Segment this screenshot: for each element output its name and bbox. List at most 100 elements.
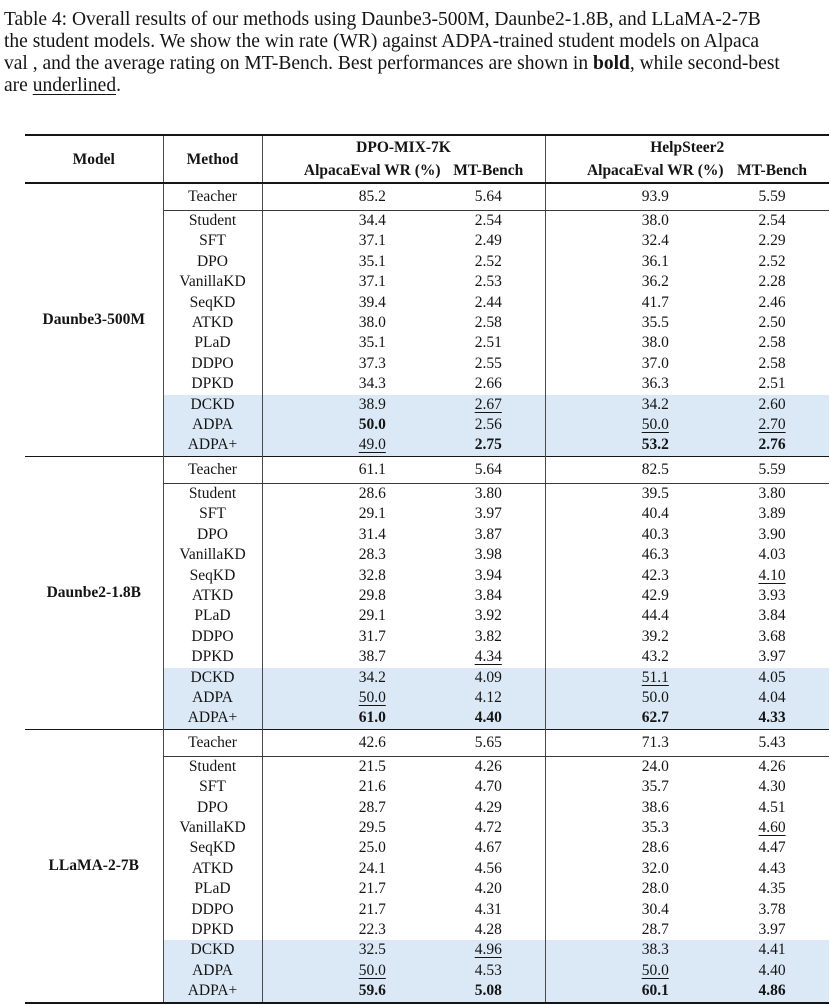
value-cell: 2.52 xyxy=(758,252,786,270)
value-cell: 3.87 xyxy=(474,525,502,543)
value-cell: 3.92 xyxy=(474,607,502,625)
value-cell: 4.53 xyxy=(452,960,546,982)
header-group-dpo-mix-7k: DPO-MIX-7K xyxy=(261,135,546,159)
value-cell: 4.05 xyxy=(735,667,830,688)
caption-underlined-word: underlined xyxy=(32,75,117,96)
value-cell: 42.3 xyxy=(544,565,736,586)
method-row: SeqKD 25.0 4.67 28.6 4.47 xyxy=(25,838,829,859)
value-cell: 2.28 xyxy=(758,273,786,291)
method-cell: DPKD xyxy=(162,920,262,941)
value-cell: 35.3 xyxy=(544,817,736,839)
value-cell: 62.7 xyxy=(544,708,736,730)
value-cell: 2.52 xyxy=(474,252,502,270)
value-cell: 30.4 xyxy=(544,899,736,920)
value-cell: 28.6 xyxy=(544,838,736,859)
value-cell: 4.41 xyxy=(735,940,830,961)
caption-line-3-text: val , and the average rating on MT-Bench… xyxy=(4,53,593,74)
value-cell: 36.3 xyxy=(544,374,736,395)
method-row: ATKD 29.8 3.84 42.9 3.93 xyxy=(25,585,829,607)
value-cell: 32.8 xyxy=(261,565,452,586)
method-cell: ATKD xyxy=(162,585,262,607)
caption-line-1: Table 4: Overall results of our methods … xyxy=(4,9,761,30)
model-label: LLaMA-2-7B xyxy=(25,728,163,1003)
value-cell: 21.7 xyxy=(261,879,452,900)
value-cell: 3.89 xyxy=(758,505,786,523)
value-cell: 3.82 xyxy=(474,627,502,645)
value-cell: 4.60 xyxy=(758,818,786,836)
header-group-row: Model Method DPO-MIX-7K HelpSteer2 xyxy=(25,135,830,184)
method-row: SFT 29.1 3.97 40.4 3.89 xyxy=(25,504,829,525)
value-cell: 25.0 xyxy=(261,838,452,859)
value-cell: 4.72 xyxy=(474,818,502,836)
value-cell: 2.76 xyxy=(735,435,830,457)
method-cell: SeqKD xyxy=(162,292,262,314)
value-cell: 2.56 xyxy=(452,415,546,436)
method-cell: ADPA+ xyxy=(162,981,262,1003)
value-cell: 4.31 xyxy=(474,900,502,918)
method-row: DPO 31.4 3.87 40.3 3.90 xyxy=(25,524,829,546)
teacher-value-cell: 5.59 xyxy=(735,183,830,211)
value-cell: 28.7 xyxy=(544,920,736,941)
teacher-row: Daunbe2-1.8B Teacher 61.1 5.64 82.5 5.59 xyxy=(25,455,830,730)
method-cell: DPO xyxy=(162,524,262,546)
value-cell: 28.3 xyxy=(261,545,452,566)
header-model: Model xyxy=(25,135,163,184)
value-cell: 4.20 xyxy=(474,880,502,898)
value-cell: 38.6 xyxy=(544,797,736,818)
value-cell: 39.2 xyxy=(544,626,736,648)
value-cell: 4.40 xyxy=(735,960,830,982)
value-cell: 34.3 xyxy=(261,374,452,395)
value-cell: 4.86 xyxy=(735,981,830,1003)
value-cell: 21.5 xyxy=(261,756,452,778)
method-row: ATKD 38.0 2.58 35.5 2.50 xyxy=(25,313,829,334)
method-row: DPO 35.1 2.52 36.1 2.52 xyxy=(25,251,829,273)
value-cell: 2.66 xyxy=(474,375,502,393)
method-cell: DCKD xyxy=(162,667,262,688)
teacher-method-cell: Teacher xyxy=(162,455,262,484)
value-cell: 32.5 xyxy=(261,940,452,961)
value-cell: 28.6 xyxy=(261,483,452,505)
highlight-row: DCKD 38.9 2.67 34.2 2.60 xyxy=(25,394,830,416)
teacher-row: LLaMA-2-7B Teacher 42.6 5.65 71.3 5.43 xyxy=(25,728,830,1003)
value-cell: 50.0 xyxy=(544,960,736,982)
value-cell: 36.2 xyxy=(544,272,736,293)
caption-line-3-tail: , while second-best xyxy=(629,53,780,74)
value-cell: 24.0 xyxy=(544,756,736,778)
value-cell: 38.9 xyxy=(261,394,452,416)
value-cell: 38.0 xyxy=(261,313,452,334)
value-cell: 42.9 xyxy=(544,585,736,607)
value-cell: 3.97 xyxy=(474,505,502,523)
value-cell: 40.3 xyxy=(544,524,736,546)
highlight-row: ADPA+ 49.0 2.75 53.2 2.76 xyxy=(25,435,830,457)
value-cell: 5.08 xyxy=(452,981,546,1003)
method-cell: DPO xyxy=(162,797,262,818)
value-cell: 2.67 xyxy=(452,394,546,416)
method-cell: ADPA xyxy=(162,687,262,709)
value-cell: 3.68 xyxy=(758,627,786,645)
value-cell: 3.98 xyxy=(474,546,502,564)
header-subcol-row: AlpacaEval WR (%) MT-Bench AlpacaEval WR… xyxy=(25,159,830,184)
value-cell: 44.4 xyxy=(544,606,736,627)
value-cell: 39.4 xyxy=(261,292,452,314)
value-cell: 2.51 xyxy=(758,375,786,393)
value-cell: 34.2 xyxy=(544,394,736,416)
method-cell: SeqKD xyxy=(162,838,262,859)
value-cell: 35.1 xyxy=(261,333,452,354)
value-cell: 50.0 xyxy=(544,687,736,709)
method-row: SeqKD 39.4 2.44 41.7 2.46 xyxy=(25,292,829,314)
value-cell: 4.67 xyxy=(474,839,502,857)
method-cell: VanillaKD xyxy=(162,272,262,293)
header-alpacaeval-wr-2: AlpacaEval WR (%) xyxy=(544,159,736,184)
value-cell: 3.90 xyxy=(758,525,786,543)
value-cell: 28.7 xyxy=(261,797,452,818)
method-cell: Student xyxy=(162,756,262,778)
caption-line-4: are underlined. xyxy=(4,75,831,97)
value-cell: 4.26 xyxy=(474,757,502,775)
value-cell: 3.93 xyxy=(758,586,786,604)
caption-line-3: val , and the average rating on MT-Bench… xyxy=(4,53,831,75)
teacher-value-cell: 5.59 xyxy=(735,455,830,484)
method-row: ATKD 24.1 4.56 32.0 4.43 xyxy=(25,858,829,880)
method-cell: PLaD xyxy=(162,879,262,900)
header-mt-bench-1: MT-Bench xyxy=(452,159,546,184)
value-cell: 29.5 xyxy=(261,817,452,839)
